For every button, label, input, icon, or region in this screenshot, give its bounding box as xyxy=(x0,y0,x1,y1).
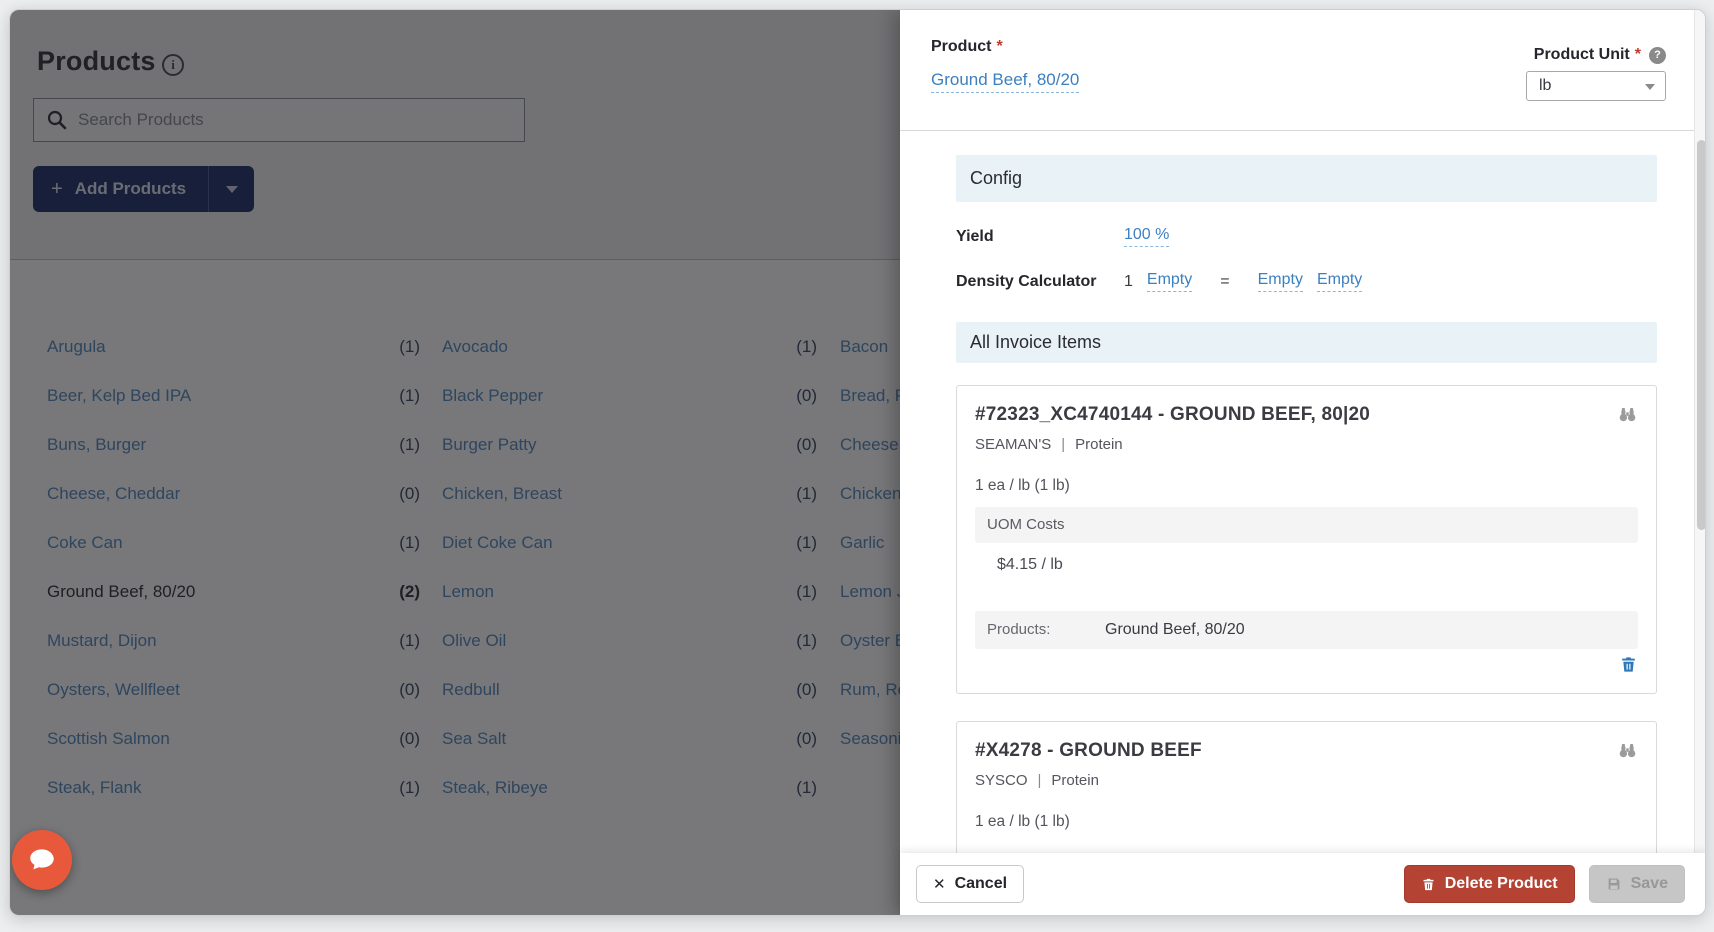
density-calculator-label: Density Calculator xyxy=(956,272,1097,290)
product-unit-label-text: Product Unit xyxy=(1533,46,1630,63)
drawer-body: Config Yield 100 % Density Calculator 1 … xyxy=(900,131,1705,915)
product-unit-field: Product Unit *? lb xyxy=(1526,46,1666,101)
category-name: Protein xyxy=(1075,436,1123,453)
yield-label: Yield xyxy=(956,227,994,245)
save-label: Save xyxy=(1630,875,1668,892)
delete-product-button[interactable]: Delete Product xyxy=(1403,865,1575,903)
invoice-items-section-header: All Invoice Items xyxy=(956,322,1657,363)
save-icon xyxy=(1608,878,1619,890)
invoice-card-header: #X4278 - GROUND BEEF xyxy=(975,740,1638,764)
uom-cost-value: $4.15 / lb xyxy=(997,556,1063,573)
density-calculator-row: Density Calculator 1 Empty = Empty Empty xyxy=(956,271,1657,292)
config-section-header: Config xyxy=(956,155,1657,202)
invoice-vendor-row: SYSCO | Protein xyxy=(975,772,1638,789)
yield-value-link[interactable]: 100 % xyxy=(1124,226,1170,247)
vendor-name: SYSCO xyxy=(975,772,1028,789)
binoculars-icon xyxy=(1619,407,1636,422)
scrollbar-thumb[interactable] xyxy=(1697,140,1705,530)
separator: | xyxy=(1037,772,1042,789)
drawer-header: Product * Ground Beef, 80/20 Product Unit… xyxy=(900,10,1705,131)
save-button: Save xyxy=(1588,865,1685,903)
trash-icon xyxy=(1622,657,1635,672)
binoculars-icon xyxy=(1619,743,1636,758)
density-value-unit-link[interactable]: Empty xyxy=(1316,271,1363,292)
view-invoice-button[interactable] xyxy=(1617,404,1638,428)
trash-icon xyxy=(1423,878,1434,890)
scrollbar[interactable] xyxy=(1694,10,1705,855)
cancel-label: Cancel xyxy=(954,875,1008,892)
density-quantity: 1 xyxy=(1124,272,1133,290)
linked-product-name: Ground Beef, 80/20 xyxy=(1105,621,1245,638)
product-field: Product * Ground Beef, 80/20 xyxy=(931,38,1705,93)
chat-launcher[interactable] xyxy=(12,830,72,890)
drawer-footer: ✕ Cancel Delete Product Save xyxy=(900,853,1705,915)
separator: | xyxy=(1061,436,1066,453)
invoice-item-title: #72323_XC4740144 - GROUND BEEF, 80|20 xyxy=(975,404,1371,425)
product-unit-value: lb xyxy=(1539,77,1552,94)
product-unit-label: Product Unit *? xyxy=(1526,46,1666,64)
invoice-vendor-row: SEAMAN'S | Protein xyxy=(975,436,1638,453)
delete-label: Delete Product xyxy=(1444,875,1558,892)
help-icon[interactable]: ? xyxy=(1649,47,1666,64)
view-invoice-button[interactable] xyxy=(1617,740,1638,764)
invoice-card-header: #72323_XC4740144 - GROUND BEEF, 80|20 xyxy=(975,404,1638,428)
product-name-link[interactable]: Ground Beef, 80/20 xyxy=(931,70,1080,93)
required-asterisk: * xyxy=(1634,46,1641,63)
edit-product-drawer: Product * Ground Beef, 80/20 Product Unit… xyxy=(900,10,1705,915)
invoice-card-footer xyxy=(975,649,1638,683)
product-unit-select[interactable]: lb xyxy=(1526,71,1666,101)
product-field-label: Product * xyxy=(931,38,1705,56)
invoice-item-title: #X4278 - GROUND BEEF xyxy=(975,740,1202,761)
pack-size: 1 ea / lb (1 lb) xyxy=(975,477,1070,494)
required-asterisk: * xyxy=(996,38,1003,55)
vendor-name: SEAMAN'S xyxy=(975,436,1052,453)
density-value-link[interactable]: Empty xyxy=(1257,271,1303,292)
density-unit-link[interactable]: Empty xyxy=(1146,271,1193,292)
close-icon: ✕ xyxy=(933,876,946,893)
modal-overlay xyxy=(10,10,900,915)
dropdown-caret-icon xyxy=(1645,84,1655,90)
app-window: Products i + Add Products xyxy=(9,9,1706,916)
products-label: Products: xyxy=(987,621,1051,638)
chat-bubble-icon xyxy=(30,849,54,870)
unlink-invoice-item-button[interactable] xyxy=(1619,655,1638,677)
uom-costs-header: UOM Costs xyxy=(975,507,1638,543)
invoice-item-card: #72323_XC4740144 - GROUND BEEF, 80|20 SE… xyxy=(956,385,1657,694)
product-label-text: Product xyxy=(931,38,992,55)
linked-products-row: Products: Ground Beef, 80/20 xyxy=(975,611,1638,649)
equals-sign: = xyxy=(1220,272,1230,290)
pack-size: 1 ea / lb (1 lb) xyxy=(975,813,1070,830)
category-name: Protein xyxy=(1051,772,1099,789)
yield-row: Yield 100 % xyxy=(956,226,1657,247)
cancel-button[interactable]: ✕ Cancel xyxy=(916,865,1025,903)
